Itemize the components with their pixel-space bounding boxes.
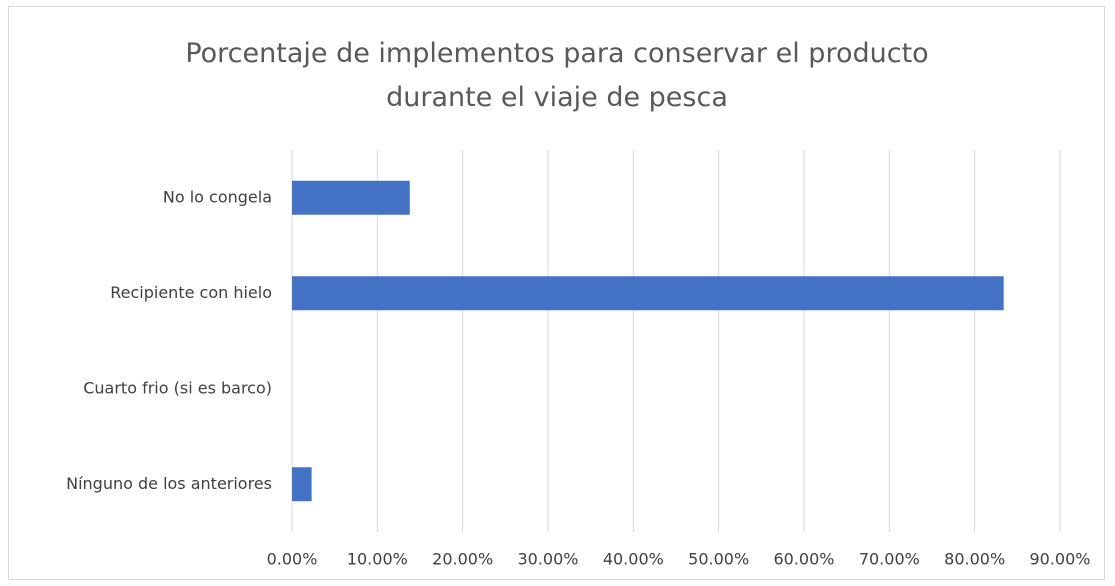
y-tick-label: Nínguno de los anteriores	[66, 474, 272, 493]
x-tick-label: 10.00%	[347, 550, 408, 569]
x-tick-label: 90.00%	[1029, 550, 1090, 569]
y-tick-label: Cuarto frio (si es barco)	[83, 378, 272, 397]
chart-title: Porcentaje de implementos para conservar…	[185, 38, 929, 113]
x-tick-label: 30.00%	[517, 550, 578, 569]
x-tick-label: 80.00%	[944, 550, 1005, 569]
x-tick-label: 60.00%	[773, 550, 834, 569]
x-tick-label: 20.00%	[432, 550, 493, 569]
y-tick-label: No lo congela	[163, 187, 272, 206]
y-tick-label: Recipiente con hielo	[110, 283, 272, 302]
chart-frame	[8, 6, 1105, 580]
x-tick-label: 40.00%	[603, 550, 664, 569]
bar	[292, 276, 1004, 311]
x-tick-label: 70.00%	[859, 550, 920, 569]
x-tick-label: 50.00%	[688, 550, 749, 569]
x-tick-label: 0.00%	[267, 550, 318, 569]
bar	[292, 467, 312, 502]
bar	[292, 180, 410, 215]
